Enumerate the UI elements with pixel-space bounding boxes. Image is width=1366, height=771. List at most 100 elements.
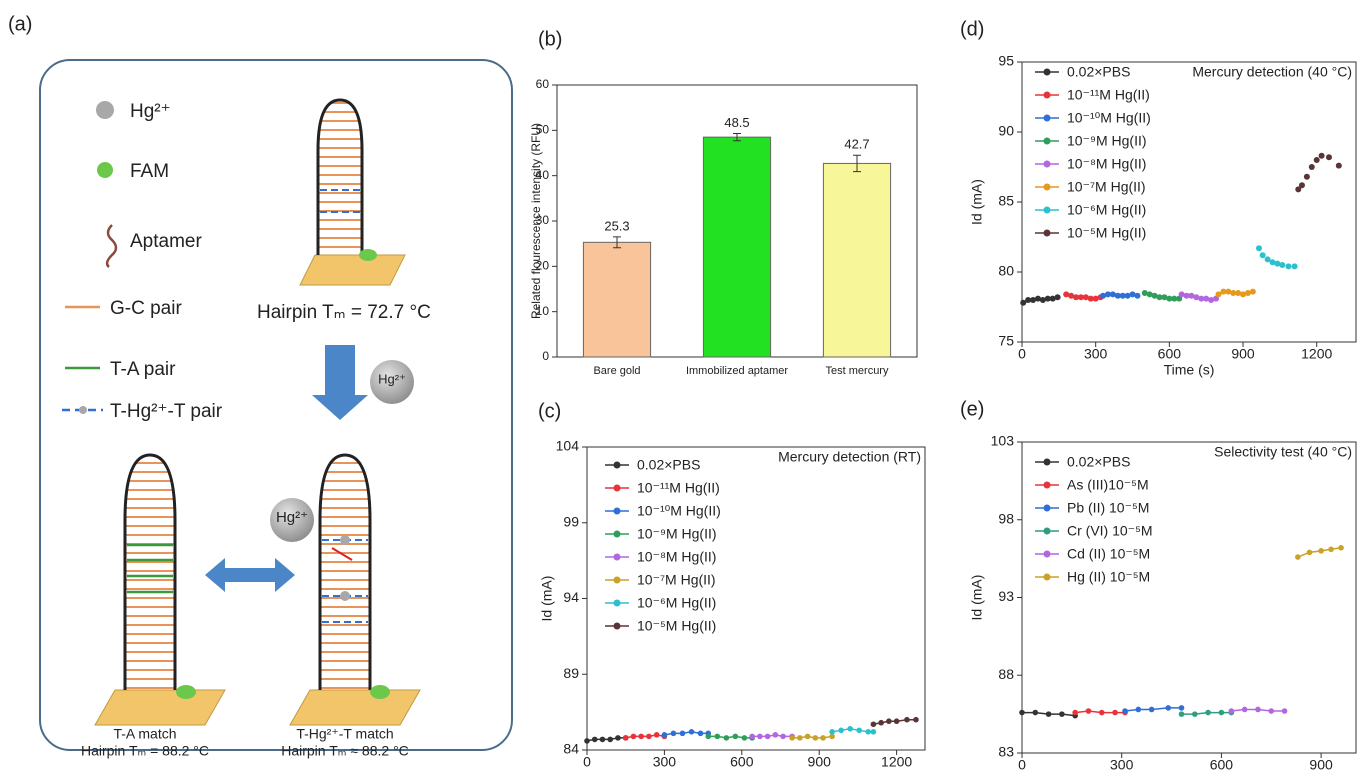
annotation: Mercury detection (40 °C) (1192, 64, 1352, 80)
point (600, 737, 606, 743)
point (1255, 707, 1261, 713)
point (1328, 546, 1334, 552)
point (1282, 708, 1288, 714)
legend-label: Pb (II) 10⁻⁵M (1067, 500, 1149, 516)
legend-label: 10⁻⁹M Hg(II) (1067, 133, 1147, 149)
legend-swatch (614, 531, 621, 538)
point (1338, 545, 1344, 551)
legend-swatch (1044, 482, 1051, 489)
point (765, 734, 771, 740)
legend-swatch (1044, 230, 1051, 237)
point (789, 735, 795, 741)
legend-label: 10⁻¹¹M Hg(II) (637, 480, 720, 496)
x-tick-label: 0 (583, 754, 591, 770)
x-tick-label: 600 (1210, 757, 1234, 771)
point (1086, 708, 1092, 714)
panel-label: (a) (8, 13, 32, 35)
legend-swatch (1044, 161, 1051, 168)
legend-label: 0.02×PBS (1067, 454, 1130, 470)
hairpin-rungs (320, 455, 370, 690)
x-tick-label: 1200 (881, 754, 912, 770)
caption: T-A match (113, 726, 176, 742)
charts: 0102030405060Related flourescence intens… (529, 53, 1356, 771)
point (1122, 708, 1128, 714)
annotation: Selectivity test (40 °C) (1214, 444, 1352, 460)
legend-label: 10⁻¹⁰M Hg(II) (637, 503, 721, 519)
fam (359, 249, 377, 261)
point (724, 735, 730, 741)
x-tick-label: 0 (1018, 757, 1026, 771)
point (1326, 154, 1332, 160)
point (1314, 157, 1320, 163)
point (1055, 294, 1061, 300)
point (1219, 710, 1225, 716)
point (680, 731, 686, 737)
ion-label: Hg²⁺ (378, 371, 406, 386)
y-tick-label: 88 (998, 666, 1014, 682)
point (757, 734, 763, 740)
point (1165, 705, 1171, 711)
point (1112, 710, 1118, 716)
legend-label: 10⁻¹¹M Hg(II) (1067, 87, 1150, 103)
y-tick-label: 89 (563, 665, 579, 681)
legend-swatch (1044, 184, 1051, 191)
point (1072, 710, 1078, 716)
point (1046, 711, 1052, 717)
thg-icon (79, 406, 87, 414)
bar (703, 137, 770, 357)
y-axis-label: Related flourescence intensity (RFU) (529, 123, 543, 319)
point (1299, 182, 1305, 188)
point (733, 734, 739, 740)
point (1256, 245, 1262, 251)
legend-label: 0.02×PBS (637, 457, 700, 473)
legend-label: 10⁻¹⁰M Hg(II) (1067, 110, 1151, 126)
legend-label: 10⁻⁸M Hg(II) (637, 549, 716, 565)
point (904, 717, 910, 723)
legend-label: Cr (VI) 10⁻⁵M (1067, 523, 1153, 539)
point (797, 735, 803, 741)
point (1179, 705, 1185, 711)
point (1250, 289, 1256, 295)
point (820, 735, 826, 741)
y-tick-label: 60 (536, 77, 550, 91)
legend-label: 10⁻⁷M Hg(II) (1067, 179, 1146, 195)
point (615, 735, 621, 741)
point (1292, 263, 1298, 269)
point (584, 738, 590, 744)
legend-swatch (1044, 138, 1051, 145)
point (1179, 711, 1185, 717)
y-tick-label: 84 (563, 741, 579, 757)
point (671, 731, 677, 737)
legend-swatch (614, 600, 621, 607)
point (805, 734, 811, 740)
legend-swatch (614, 462, 621, 469)
y-tick-label: 104 (556, 438, 580, 454)
y-tick-label: 94 (563, 589, 579, 605)
x-tick-label: 900 (808, 754, 832, 770)
down-arrow (312, 345, 368, 420)
legend-swatch (1044, 459, 1051, 466)
point (1307, 550, 1313, 556)
point (1134, 293, 1140, 299)
point (1149, 707, 1155, 713)
figure: (a) (b) (c) (d) (e) Hg²⁺ FAM Aptamer G-C… (0, 0, 1366, 771)
gold-plate (95, 690, 225, 725)
bar (823, 163, 890, 357)
legend-label: As (III)10⁻⁵M (1067, 477, 1149, 493)
hairpin-label: Hairpin Tₘ = 72.7 °C (257, 302, 431, 323)
x-tick-label: 300 (1110, 757, 1134, 771)
legend-swatch (1044, 551, 1051, 558)
point (1336, 163, 1342, 169)
legend-label: 10⁻⁸M Hg(II) (1067, 156, 1146, 172)
gold-plate (300, 255, 405, 285)
point (1099, 710, 1105, 716)
point (1032, 710, 1038, 716)
y-tick-label: 98 (998, 510, 1014, 526)
point (813, 735, 819, 741)
point (742, 735, 748, 741)
legend-label: FAM (130, 161, 169, 182)
legend-label: Aptamer (130, 231, 202, 252)
x-tick-label: 1200 (1301, 346, 1332, 362)
legend-label: 10⁻⁷M Hg(II) (637, 572, 716, 588)
point (1192, 711, 1198, 717)
